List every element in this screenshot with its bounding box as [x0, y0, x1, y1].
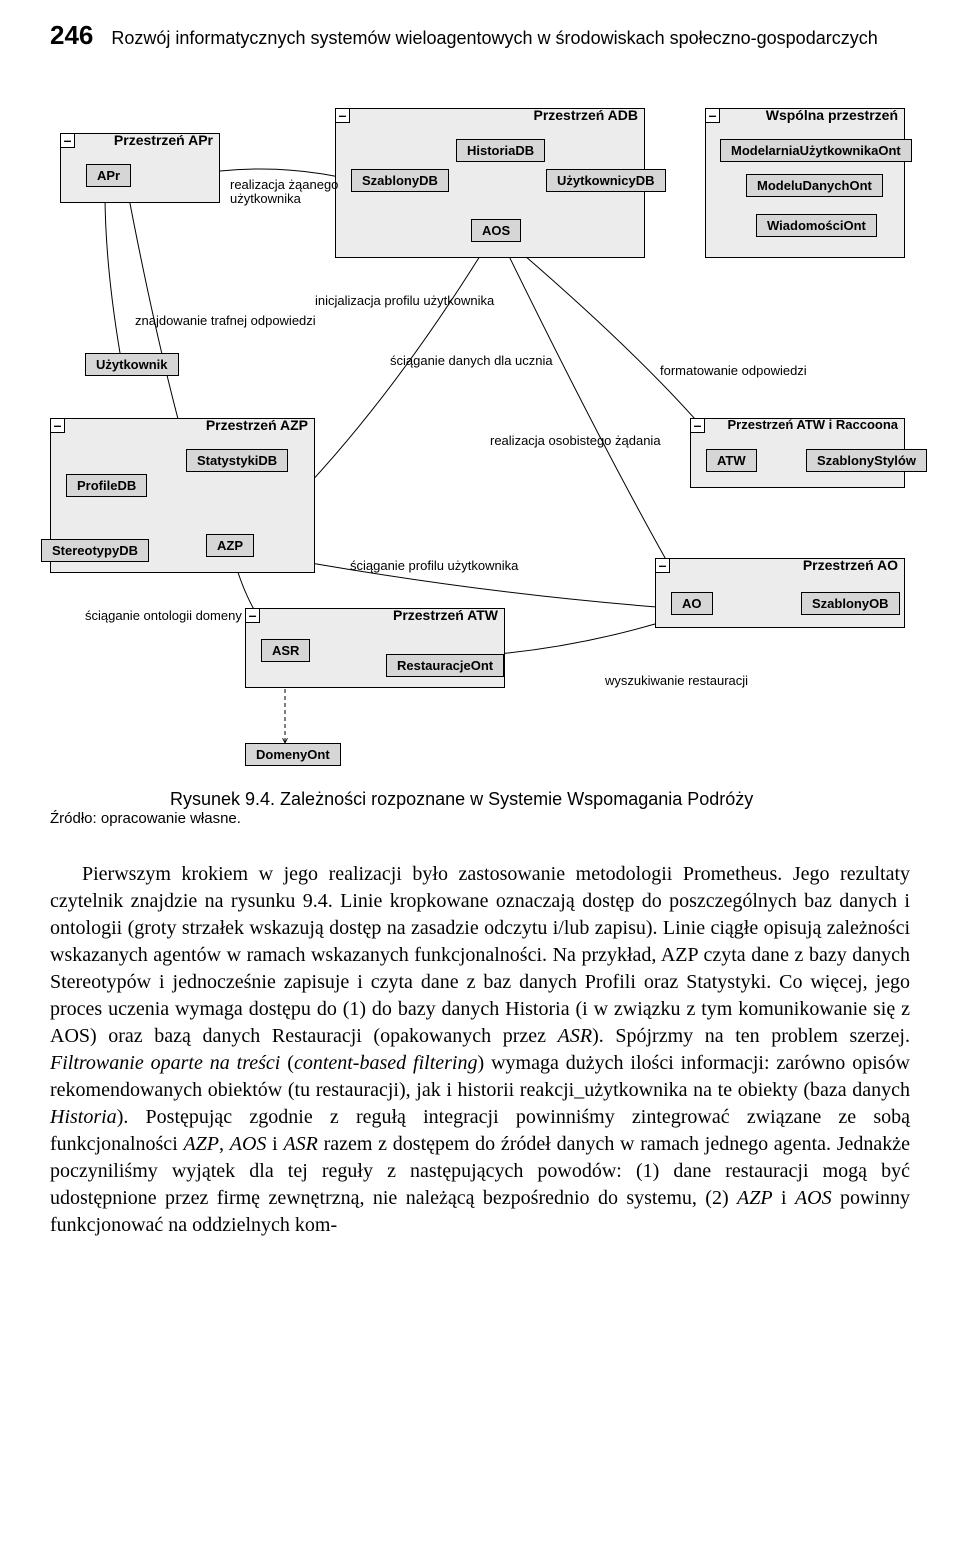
body-text: Filtrowanie oparte na treści: [50, 1052, 280, 1074]
minus-icon: –: [245, 608, 260, 623]
minus-icon: –: [60, 133, 75, 148]
body-text: AZP: [737, 1187, 773, 1209]
minus-icon: –: [655, 558, 670, 573]
region-apr: – Przestrzeń APr APr: [60, 133, 220, 203]
node-restauracjeont: RestauracjeOnt: [386, 654, 504, 677]
node-uzytkownicydb: UżytkownicyDB: [546, 169, 666, 192]
body-text: AZP: [183, 1133, 219, 1155]
region-title-ao: Przestrzeń AO: [803, 557, 898, 573]
node-szablonydb: SzablonyDB: [351, 169, 449, 192]
minus-icon: –: [335, 108, 350, 123]
running-title: Rozwój informatycznych systemów wieloage…: [111, 28, 877, 49]
region-title-adb: Przestrzeń ADB: [533, 107, 638, 123]
node-domenyont: DomenyOnt: [245, 743, 341, 766]
region-atwr: – Przestrzeń ATW i Raccoona ATW Szablony…: [690, 418, 905, 488]
node-ao: AO: [671, 592, 713, 615]
label-sciaganie-ontologii: ściąganie ontologii domeny: [85, 608, 242, 623]
node-profiledb: ProfileDB: [66, 474, 147, 497]
region-title-atwr: Przestrzeń ATW i Raccoona: [728, 417, 898, 432]
region-ao: – Przestrzeń AO AO SzablonyOB: [655, 558, 905, 628]
region-azp: – Przestrzeń AZP ProfileDB StatystykiDB …: [50, 418, 315, 573]
page: 246 Rozwój informatycznych systemów wiel…: [0, 0, 960, 1279]
region-title-atw: Przestrzeń ATW: [393, 607, 498, 623]
node-stereotypydb: StereotypyDB: [41, 539, 149, 562]
node-modelarnia: ModelarniaUżytkownikaOnt: [720, 139, 912, 162]
node-apr: APr: [86, 164, 131, 187]
diagram: – Przestrzeń APr APr – Przestrzeń ADB Sz…: [50, 63, 910, 803]
label-sciaganie-profilu: ściąganie profilu użytkownika: [350, 558, 518, 573]
body-text: content-based filtering: [294, 1052, 478, 1074]
body-text: Pierwszym krokiem w jego realizacji było…: [50, 863, 910, 1047]
node-atw: ATW: [706, 449, 757, 472]
node-wiadomosci: WiadomościOnt: [756, 214, 877, 237]
body-text: ). Spójrzmy na ten problem szerzej.: [592, 1025, 910, 1047]
node-historiadb: HistoriaDB: [456, 139, 545, 162]
region-title-wsp: Wspólna przestrzeń: [766, 107, 898, 123]
region-title-apr: Przestrzeń APr: [114, 132, 213, 148]
label-inicjalizacja: inicjalizacja profilu użytkownika: [315, 293, 494, 308]
minus-icon: –: [690, 418, 705, 433]
node-asr: ASR: [261, 639, 310, 662]
region-wsp: – Wspólna przestrzeń ModelarniaUżytkowni…: [705, 108, 905, 258]
label-realizacja-osobistego: realizacja osobistego żądania: [490, 433, 661, 448]
label-realizacja-zganego: realizacja żąanegoużytkownika: [230, 178, 338, 207]
body-text: AOS: [795, 1187, 832, 1209]
region-title-azp: Przestrzeń AZP: [206, 417, 308, 433]
label-sciaganie-ucznia: ściąganie danych dla ucznia: [390, 353, 553, 368]
label-wyszukiwanie: wyszukiwanie restauracji: [605, 673, 748, 688]
node-modeludanych: ModeluDanychOnt: [746, 174, 883, 197]
region-atw: – Przestrzeń ATW ASR RestauracjeOnt: [245, 608, 505, 688]
body-text: i: [266, 1133, 283, 1155]
body-text: AOS: [230, 1133, 267, 1155]
label-znajdowanie: znajdowanie trafnej odpowiedzi: [135, 313, 316, 328]
minus-icon: –: [705, 108, 720, 123]
body-text: ASR: [283, 1133, 317, 1155]
body-text: (: [280, 1052, 294, 1074]
figure-source: Źródło: opracowanie własne.: [50, 810, 910, 827]
body-text: ,: [219, 1133, 230, 1155]
node-szablonystylow: SzablonyStylów: [806, 449, 927, 472]
page-header: 246 Rozwój informatycznych systemów wiel…: [50, 20, 910, 51]
body-text: Historia: [50, 1106, 117, 1128]
body-text: i: [773, 1187, 795, 1209]
region-adb: – Przestrzeń ADB SzablonyDB HistoriaDB U…: [335, 108, 645, 258]
node-uzytkownik: Użytkownik: [85, 353, 179, 376]
body-text: ASR: [558, 1025, 592, 1047]
body-paragraph: Pierwszym krokiem w jego realizacji było…: [50, 861, 910, 1239]
node-szablonyob: SzablonyOB: [801, 592, 900, 615]
node-aos: AOS: [471, 219, 521, 242]
label-formatowanie: formatowanie odpowiedzi: [660, 363, 807, 378]
node-azp: AZP: [206, 534, 254, 557]
node-statystykidb: StatystykiDB: [186, 449, 288, 472]
minus-icon: –: [50, 418, 65, 433]
page-number: 246: [50, 20, 93, 51]
